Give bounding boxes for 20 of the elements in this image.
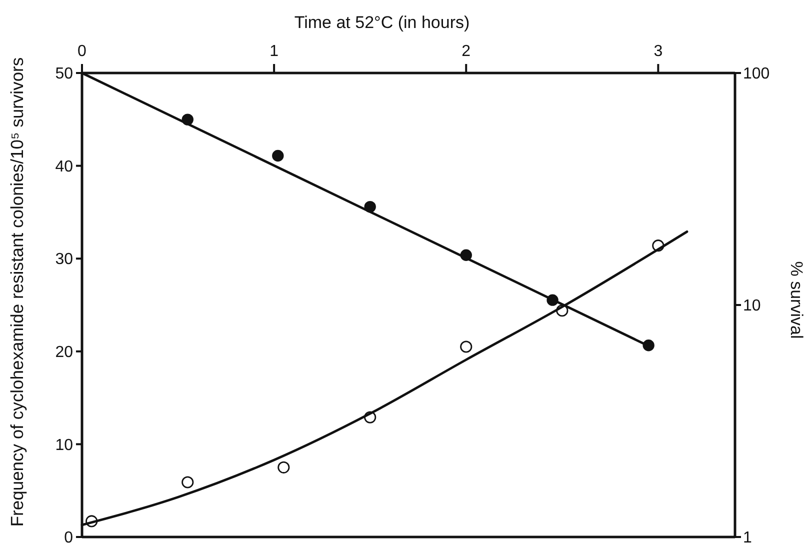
x-tick-label: 0 <box>78 43 87 60</box>
y-tick-label: 50 <box>55 66 74 83</box>
x-axis-title: Time at 52°C (in hours) <box>294 13 470 32</box>
point <box>460 340 472 353</box>
y-tick-label: 0 <box>64 530 74 545</box>
x-tick-label: 2 <box>462 43 471 60</box>
y2-axis-title: % survival <box>787 261 806 339</box>
y2-tick-label: 10 <box>743 298 761 315</box>
point <box>182 476 194 488</box>
point <box>278 461 290 474</box>
y-axis-title: Frequency of cyclohexamide resistant colonies/10⁵ survivors <box>7 57 27 527</box>
y-tick-label: 30 <box>55 251 74 268</box>
y2-tick-label: 100 <box>743 66 770 83</box>
y-tick-label: 40 <box>55 158 74 176</box>
y2-tick-label: 1 <box>743 530 752 545</box>
y-tick-label: 20 <box>55 344 74 361</box>
x-tick-label: 3 <box>654 43 663 60</box>
point <box>272 150 284 162</box>
x-tick-label: 1 <box>270 43 279 60</box>
y-tick-label: 10 <box>55 436 74 454</box>
